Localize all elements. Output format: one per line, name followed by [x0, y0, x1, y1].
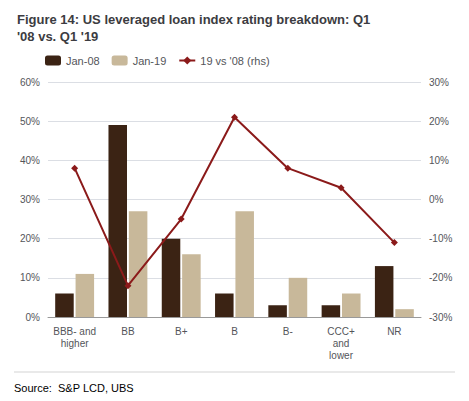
svg-text:Jan-19: Jan-19	[133, 55, 167, 67]
svg-text:0%: 0%	[26, 312, 41, 323]
svg-text:-10%: -10%	[429, 233, 452, 244]
svg-text:higher: higher	[61, 338, 89, 349]
svg-text:BB: BB	[121, 326, 135, 337]
svg-text:20%: 20%	[20, 233, 40, 244]
svg-text:Figure 14: US leveraged loan i: Figure 14: US leveraged loan index ratin…	[17, 12, 370, 27]
svg-text:B-: B-	[283, 326, 293, 337]
svg-text:Source: S&P LCD, UBS: Source: S&P LCD, UBS	[14, 382, 134, 394]
svg-text:30%: 30%	[429, 77, 449, 88]
svg-text:-30%: -30%	[429, 312, 452, 323]
svg-text:50%: 50%	[20, 116, 40, 127]
svg-text:40%: 40%	[20, 155, 40, 166]
svg-text:30%: 30%	[20, 194, 40, 205]
svg-text:'08 vs. Q1 '19: '08 vs. Q1 '19	[17, 29, 98, 44]
svg-text:20%: 20%	[429, 116, 449, 127]
svg-text:60%: 60%	[20, 77, 40, 88]
svg-text:and: and	[333, 338, 350, 349]
svg-text:Jan-08: Jan-08	[66, 55, 100, 67]
svg-text:NR: NR	[387, 326, 401, 337]
svg-text:10%: 10%	[20, 272, 40, 283]
svg-text:19 vs '08 (rhs): 19 vs '08 (rhs)	[200, 55, 269, 67]
svg-text:B: B	[231, 326, 238, 337]
svg-text:-20%: -20%	[429, 272, 452, 283]
svg-text:lower: lower	[329, 350, 354, 361]
svg-text:10%: 10%	[429, 155, 449, 166]
svg-text:BBB- and: BBB- and	[53, 326, 96, 337]
svg-text:CCC+: CCC+	[327, 326, 355, 337]
svg-text:0%: 0%	[429, 194, 444, 205]
svg-text:B+: B+	[175, 326, 188, 337]
